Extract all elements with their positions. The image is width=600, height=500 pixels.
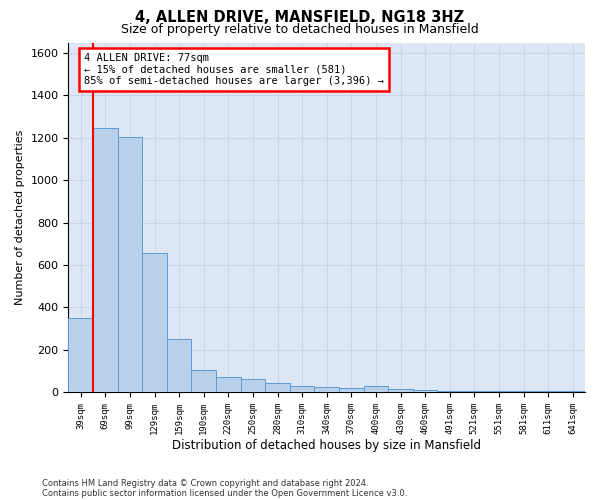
Bar [560,391,585,392]
Bar [265,383,290,392]
Bar [413,390,437,392]
Bar [191,370,216,392]
Bar [511,391,536,392]
Bar [216,376,241,392]
Text: Contains HM Land Registry data © Crown copyright and database right 2024.: Contains HM Land Registry data © Crown c… [42,478,368,488]
Bar [339,388,364,392]
Bar [536,391,560,392]
Bar [68,318,93,392]
Text: 4, ALLEN DRIVE, MANSFIELD, NG18 3HZ: 4, ALLEN DRIVE, MANSFIELD, NG18 3HZ [136,10,464,25]
Text: Contains public sector information licensed under the Open Government Licence v3: Contains public sector information licen… [42,488,407,498]
Bar [388,390,413,392]
Bar [118,137,142,392]
Bar [462,391,487,392]
Y-axis label: Number of detached properties: Number of detached properties [15,130,25,305]
X-axis label: Distribution of detached houses by size in Mansfield: Distribution of detached houses by size … [172,440,481,452]
Bar [314,388,339,392]
Bar [142,253,167,392]
Bar [364,386,388,392]
Bar [437,391,462,392]
Bar [487,391,511,392]
Bar [167,339,191,392]
Bar [290,386,314,392]
Bar [93,128,118,392]
Text: 4 ALLEN DRIVE: 77sqm
← 15% of detached houses are smaller (581)
85% of semi-deta: 4 ALLEN DRIVE: 77sqm ← 15% of detached h… [84,53,384,86]
Text: Size of property relative to detached houses in Mansfield: Size of property relative to detached ho… [121,22,479,36]
Bar [241,379,265,392]
